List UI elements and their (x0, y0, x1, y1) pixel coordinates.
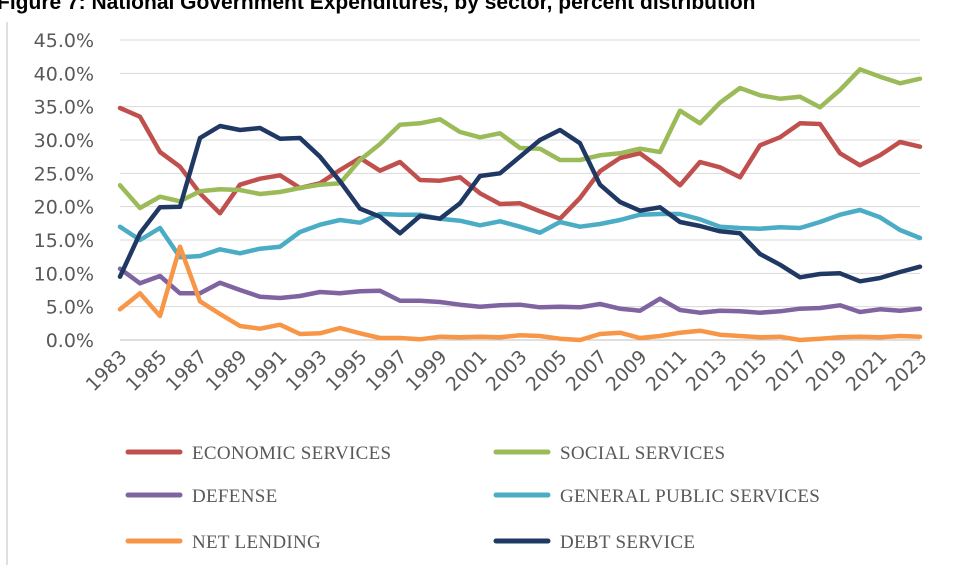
y-tick-label: 5.0% (46, 297, 94, 319)
legend-label: SOCIAL SERVICES (560, 443, 725, 464)
x-tick-label: 1989 (202, 346, 252, 396)
x-tick-label: 2007 (562, 346, 612, 396)
x-tick-label: 1987 (162, 346, 212, 396)
series-line-economic-services (117, 105, 923, 221)
y-axis-tick-labels: 0.0% 5.0% 10.0% 15.0% 20.0% 25.0% 30.0% 35.0% 40… (34, 30, 94, 352)
x-tick-label: 1995 (322, 346, 372, 396)
chart-title: Figure 7: National Government Expenditur… (0, 0, 755, 14)
x-tick-label: 2019 (802, 346, 852, 396)
legend-item-economic-services: ECONOMIC SERVICES (125, 443, 391, 464)
x-tick-label: 1999 (402, 346, 452, 396)
x-tick-label: 2013 (682, 346, 732, 396)
y-tick-label: 30.0% (34, 130, 94, 152)
series-line-defense (117, 266, 923, 315)
x-tick-label: 2015 (722, 346, 772, 396)
series-line-general-public-services (117, 207, 923, 260)
legend-label: GENERAL PUBLIC SERVICES (560, 486, 820, 507)
x-axis-tick-labels: 1983198519871989199119931995199719992001… (82, 346, 932, 396)
x-tick-label: 2009 (602, 346, 652, 396)
y-tick-label: 15.0% (34, 230, 94, 252)
y-tick-label: 35.0% (34, 97, 94, 119)
x-tick-label: 2005 (522, 346, 572, 396)
gridlines (120, 39, 920, 308)
x-tick-label: 2021 (842, 346, 892, 396)
legend-item-general-public-services: GENERAL PUBLIC SERVICES (493, 486, 820, 507)
x-tick-label: 1997 (362, 346, 412, 396)
legend-item-net-lending: NET LENDING (125, 532, 321, 553)
legend-item-social-services: SOCIAL SERVICES (493, 443, 725, 464)
legend-label: NET LENDING (192, 532, 321, 553)
legend: ECONOMIC SERVICES SOCIAL SERVICES DEFENSE G… (125, 443, 820, 553)
legend-label: DEBT SERVICE (560, 532, 695, 553)
x-tick-label: 1983 (82, 346, 132, 396)
x-tick-label: 2001 (442, 346, 492, 396)
x-tick-label: 2017 (762, 346, 812, 396)
y-tick-label: 25.0% (34, 163, 94, 185)
y-tick-label: 45.0% (34, 30, 94, 52)
y-tick-label: 10.0% (34, 263, 94, 285)
x-tick-label: 1991 (242, 346, 292, 396)
y-tick-label: 20.0% (34, 197, 94, 219)
series-line-net-lending (117, 244, 923, 343)
legend-label: DEFENSE (192, 486, 278, 507)
x-tick-label: 2003 (482, 346, 532, 396)
x-tick-label: 2011 (642, 346, 692, 396)
y-tick-label: 40.0% (34, 63, 94, 85)
series-line-social-services (117, 67, 923, 211)
x-tick-label: 1985 (122, 346, 172, 396)
y-tick-label: 0.0% (46, 330, 94, 352)
series-line-debt-service (117, 123, 923, 284)
legend-item-defense: DEFENSE (125, 486, 278, 507)
series-lines (117, 67, 923, 343)
legend-item-debt-service: DEBT SERVICE (493, 532, 695, 553)
legend-label: ECONOMIC SERVICES (192, 443, 391, 464)
x-tick-label: 2023 (882, 346, 932, 396)
x-tick-label: 1993 (282, 346, 332, 396)
